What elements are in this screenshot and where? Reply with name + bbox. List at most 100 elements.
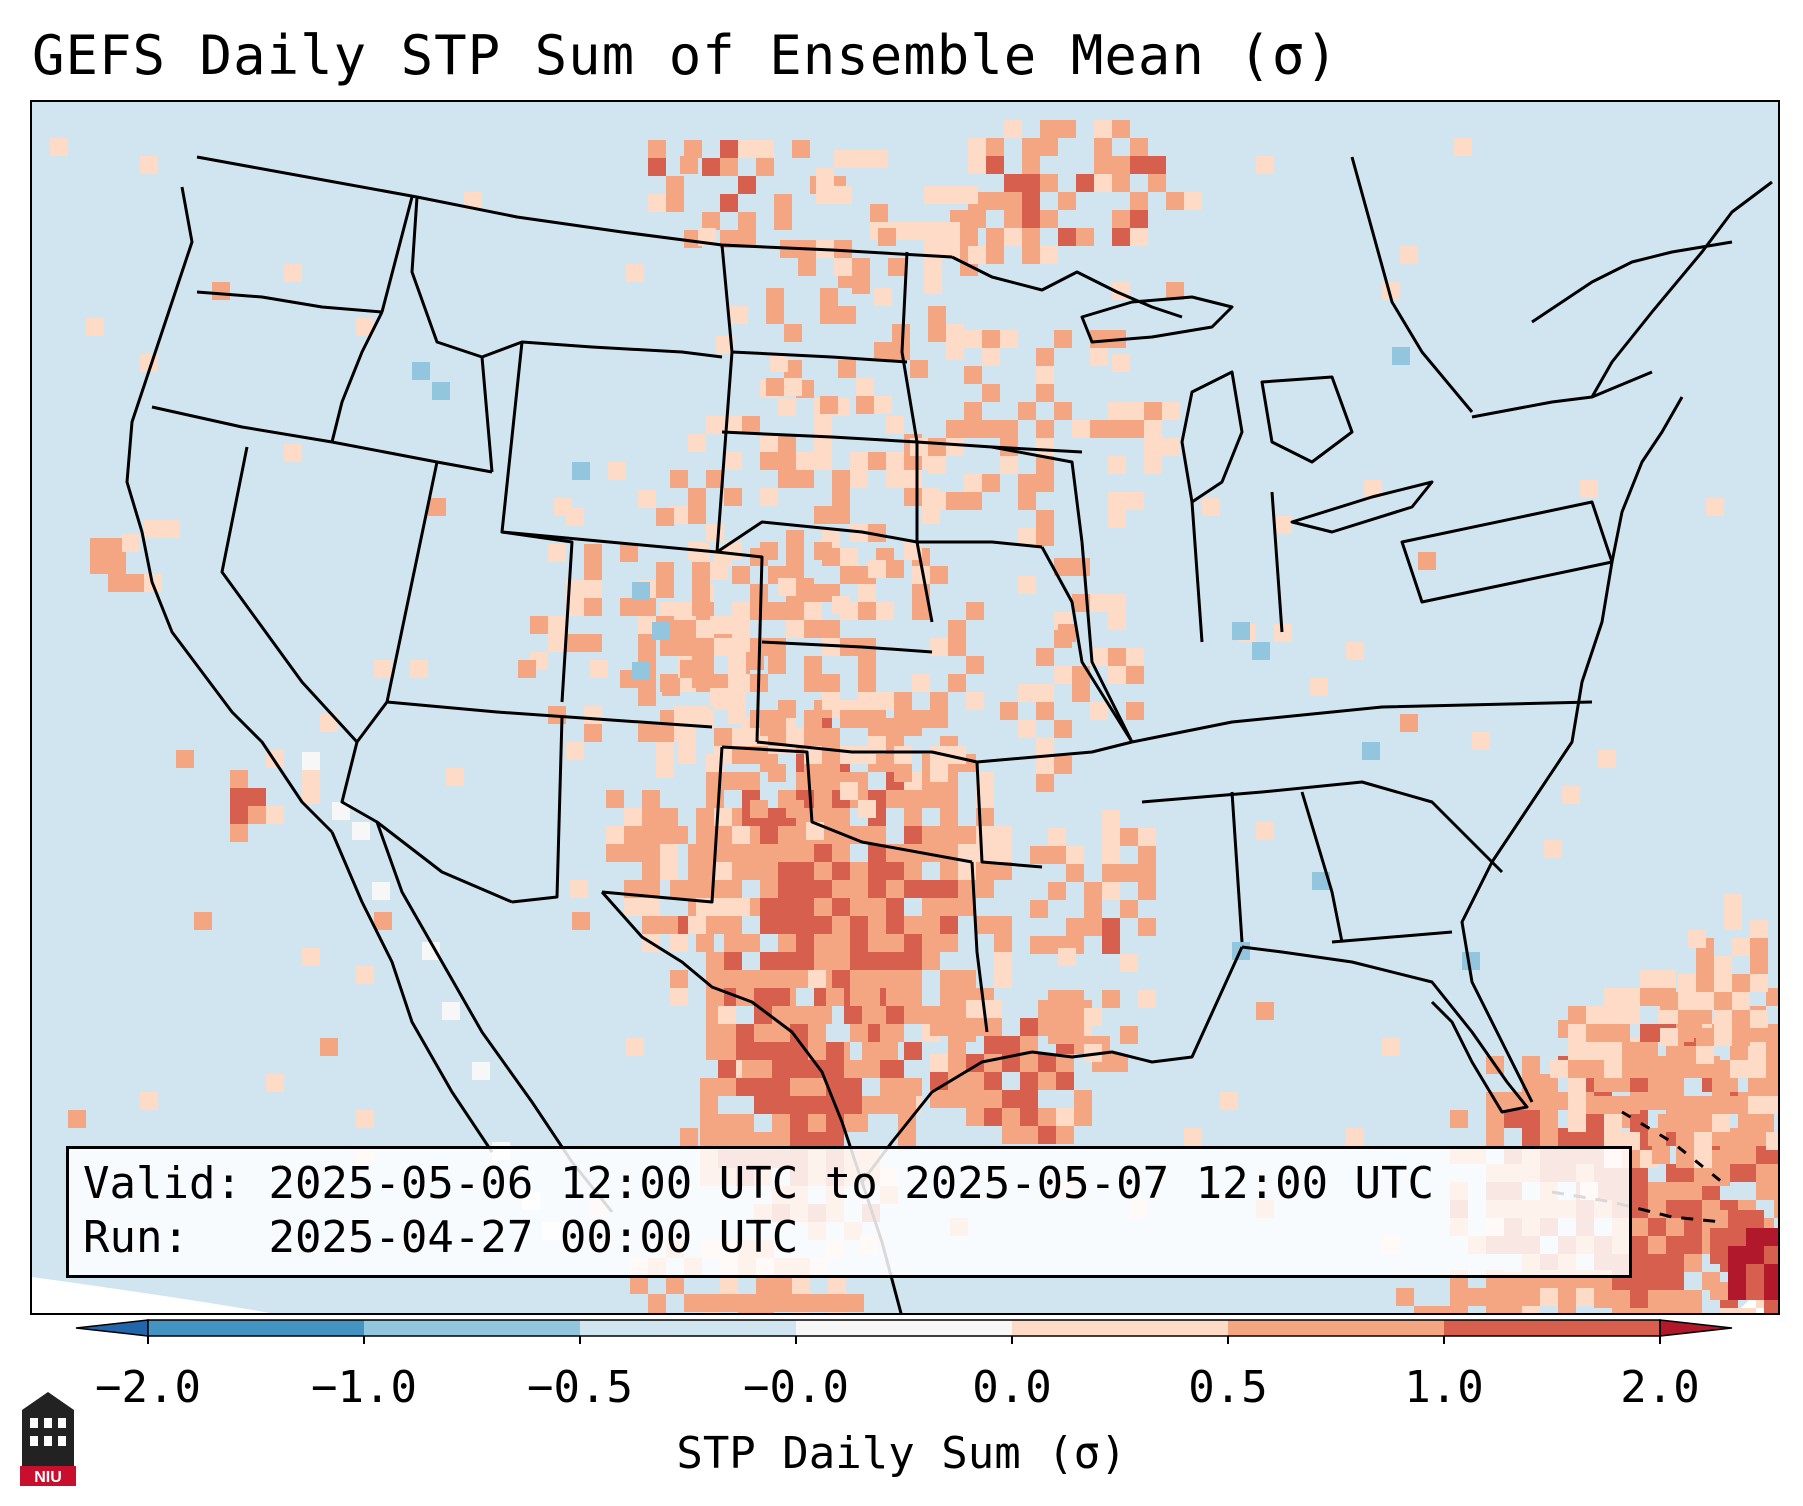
- info-box: Valid: 2025-05-06 12:00 UTC to 2025-05-0…: [66, 1146, 1632, 1278]
- stp-pixel: [1666, 1290, 1684, 1308]
- stp-pixel: [1714, 974, 1732, 992]
- stp-pixel: [720, 158, 738, 176]
- stp-pixel: [648, 1294, 666, 1312]
- stp-pixel: [1000, 702, 1018, 720]
- stp-pixel: [1658, 970, 1676, 988]
- stp-pixel: [1756, 1146, 1774, 1164]
- baja-coast: [330, 831, 494, 1153]
- stp-pixel: [1750, 920, 1768, 938]
- stp-pixel: [1108, 510, 1126, 528]
- stp-pixel: [774, 212, 792, 230]
- stp-pixel: [1706, 498, 1724, 516]
- stp-pixel: [194, 912, 212, 930]
- stp-pixel: [966, 1090, 984, 1108]
- stp-pixel: [606, 844, 624, 862]
- stp-pixel: [976, 844, 994, 862]
- stp-pixel: [1030, 936, 1048, 954]
- stp-pixel: [50, 138, 68, 156]
- stp-pixel: [876, 692, 894, 710]
- stp-pixel: [840, 548, 858, 566]
- stp-pixel: [790, 1078, 808, 1096]
- stp-pixel: [1418, 552, 1436, 570]
- stp-pixel: [696, 934, 714, 952]
- stp-pixel: [1684, 1254, 1702, 1272]
- stp-pixel: [666, 194, 684, 212]
- stp-pixel: [958, 898, 976, 916]
- stp-pixel: [1630, 1254, 1648, 1272]
- stp-pixel: [428, 498, 446, 516]
- stp-pixel: [778, 844, 796, 862]
- stp-pixel: [1586, 1096, 1604, 1114]
- stp-pixel: [886, 916, 904, 934]
- stp-pixel: [958, 880, 976, 898]
- stp-pixel: [1018, 474, 1036, 492]
- stp-pixel: [706, 470, 724, 488]
- stp-pixel: [1020, 1090, 1038, 1108]
- stp-pixel: [742, 934, 760, 952]
- stp-pixel: [302, 768, 320, 786]
- tick-label: −1.0: [311, 1362, 417, 1413]
- stp-pixel: [832, 596, 850, 614]
- stp-pixel: [706, 952, 724, 970]
- stp-pixel: [1202, 498, 1220, 516]
- az-border: [340, 701, 513, 904]
- stp-pixel: [856, 396, 874, 414]
- stp-pixel: [584, 598, 602, 616]
- stp-pixel: [772, 1060, 790, 1078]
- stp-pixel: [1612, 1074, 1630, 1092]
- stp-pixel: [660, 862, 678, 880]
- lake-superior: [1080, 295, 1234, 344]
- stp-pixel-negative: [572, 462, 590, 480]
- stp-pixel: [804, 620, 822, 638]
- stp-pixel: [1022, 210, 1040, 228]
- stp-pixel: [1148, 156, 1166, 174]
- stp-pixel: [862, 1060, 880, 1078]
- stp-pixel: [1036, 528, 1054, 546]
- stp-pixel: [1630, 1164, 1648, 1182]
- stp-pixel: [754, 1060, 772, 1078]
- stp-pixel: [922, 880, 940, 898]
- stp-pixel: [1144, 402, 1162, 420]
- valid-range: 2025-05-06 12:00 UTC to 2025-05-07 12:00…: [268, 1158, 1435, 1209]
- stp-pixel: [678, 620, 696, 638]
- oh-pa-border: [1270, 491, 1284, 633]
- stp-pixel: [1396, 1288, 1414, 1306]
- stp-pixel: [986, 156, 1004, 174]
- stp-pixel: [1764, 1282, 1778, 1300]
- stp-pixel: [868, 880, 886, 898]
- stp-pixel: [930, 1018, 948, 1036]
- stp-pixel: [732, 638, 750, 656]
- stp-pixel: [642, 844, 660, 862]
- stp-pixel: [1414, 1306, 1432, 1313]
- stp-pixel: [942, 240, 960, 258]
- stp-pixel: [1586, 1006, 1604, 1024]
- stp-pixel: [964, 402, 982, 420]
- stp-pixel: [696, 826, 714, 844]
- fl-border: [1331, 930, 1453, 944]
- stp-pixel: [912, 602, 930, 620]
- stp-pixel: [702, 158, 720, 176]
- stp-pixel: [868, 952, 886, 970]
- stp-pixel: [804, 602, 822, 620]
- stp-pixel: [624, 844, 642, 862]
- stp-pixel: [1138, 990, 1156, 1008]
- stp-pixel: [976, 826, 994, 844]
- stp-pixel: [302, 948, 320, 966]
- stp-pixel: [714, 674, 732, 692]
- stp-pixel: [696, 620, 714, 638]
- stp-pixel: [862, 1096, 880, 1114]
- stp-pixel: [1018, 684, 1036, 702]
- stp-pixel: [1400, 714, 1418, 732]
- stp-pixel: [760, 952, 778, 970]
- stp-pixel: [90, 538, 108, 556]
- stp-pixel: [814, 542, 832, 560]
- stp-pixel: [1054, 402, 1072, 420]
- stp-pixel: [1594, 1288, 1612, 1306]
- stp-pixel: [778, 880, 796, 898]
- stp-pixel: [754, 1096, 772, 1114]
- stp-pixel: [1756, 1164, 1774, 1182]
- stp-pixel: [736, 1024, 754, 1042]
- stp-pixel: [796, 844, 814, 862]
- stp-pixel: [814, 934, 832, 952]
- stp-pixel: [126, 574, 144, 592]
